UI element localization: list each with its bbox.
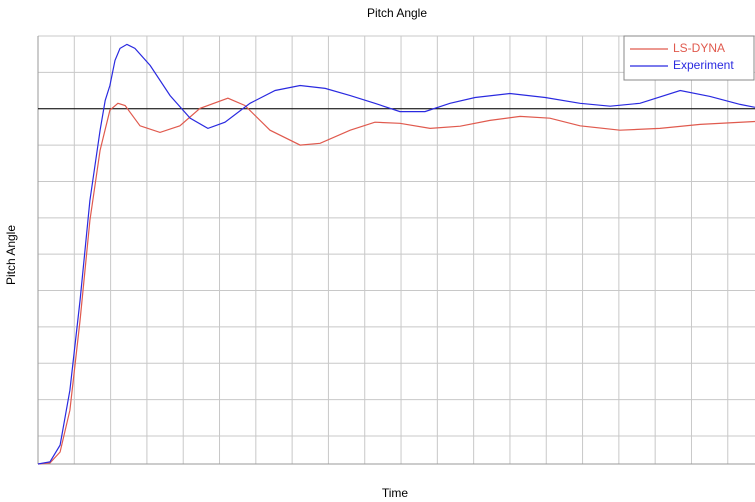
- legend-label: Experiment: [673, 58, 734, 72]
- series-line: [37, 97, 755, 465]
- plot: [37, 43, 755, 465]
- legend: LS-DYNA Experiment: [623, 35, 755, 81]
- y-axis-label: Pitch Angle: [4, 225, 18, 285]
- chart-title: Pitch Angle: [367, 6, 427, 20]
- legend-box: [623, 35, 755, 81]
- grid: [37, 35, 755, 465]
- series-line: [37, 43, 755, 465]
- x-axis-label: Time: [382, 486, 409, 500]
- legend-label: LS-DYNA: [673, 41, 725, 55]
